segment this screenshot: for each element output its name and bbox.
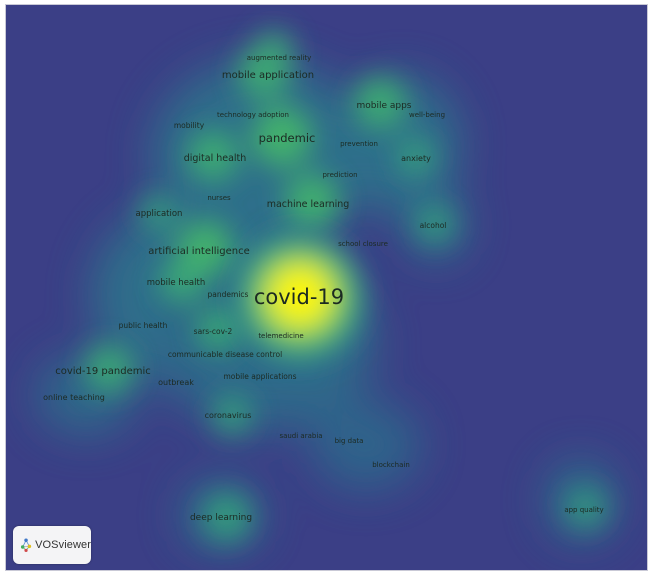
spot-application	[140, 195, 176, 231]
term-outbreak[interactable]: outbreak	[158, 378, 194, 387]
term-anxiety[interactable]: anxiety	[401, 154, 431, 163]
spot-sars-cov-2	[196, 308, 240, 352]
term-labels: augmented reality mobile application mob…	[43, 54, 604, 523]
term-application[interactable]: application	[136, 209, 183, 219]
density-spots-layer	[85, 30, 606, 541]
vosviewer-logo-text: VOSviewer	[35, 539, 91, 551]
term-digital-health[interactable]: digital health	[184, 153, 247, 164]
spot-machine-learning	[285, 174, 339, 228]
term-communicable-disease-control[interactable]: communicable disease control	[168, 350, 282, 359]
term-machine-learning[interactable]: machine learning	[267, 199, 350, 210]
term-deep-learning[interactable]: deep learning	[190, 513, 252, 523]
density-visualization-frame: augmented reality mobile application mob…	[5, 4, 648, 571]
spot-coronavirus	[212, 395, 252, 435]
spot-anxiety	[398, 139, 434, 175]
term-pandemic[interactable]: pandemic	[259, 131, 316, 145]
term-nurses[interactable]: nurses	[207, 194, 231, 202]
vosviewer-logo[interactable]: VOSviewer	[13, 526, 91, 564]
term-big-data[interactable]: big data	[335, 437, 364, 445]
spot-digital-health	[188, 131, 238, 181]
term-technology-adoption[interactable]: technology adoption	[217, 111, 289, 119]
term-mobile-apps[interactable]: mobile apps	[356, 101, 411, 111]
term-sars-cov-2[interactable]: sars-cov-2	[194, 327, 233, 336]
term-augmented-reality[interactable]: augmented reality	[247, 54, 312, 62]
glow-region-bottom-cluster	[311, 400, 421, 490]
term-artificial-intelligence[interactable]: artificial intelligence	[148, 246, 250, 257]
term-mobility[interactable]: mobility	[174, 121, 205, 130]
spot-alcohol	[417, 206, 453, 242]
spot-app-quality	[566, 488, 606, 528]
density-map[interactable]: augmented reality mobile application mob…	[6, 5, 647, 570]
spot-pandemic	[252, 107, 312, 167]
vosviewer-logo-icon	[20, 538, 32, 552]
term-well-being[interactable]: well-being	[409, 111, 445, 119]
spot-mobile-application	[238, 47, 290, 99]
term-mobile-applications[interactable]: mobile applications	[223, 372, 296, 381]
covid-hotspot	[230, 227, 370, 367]
term-telemedicine[interactable]: telemedicine	[258, 332, 303, 340]
hotspot-core	[270, 265, 330, 325]
term-saudi-arabia[interactable]: saudi arabia	[279, 432, 322, 440]
term-online-teaching[interactable]: online teaching	[43, 393, 105, 402]
term-prediction[interactable]: prediction	[322, 171, 357, 179]
term-school-closure[interactable]: school closure	[338, 240, 388, 248]
term-covid-19[interactable]: covid-19	[254, 285, 344, 309]
spot-covid-19-pandemic	[85, 345, 133, 393]
term-prevention[interactable]: prevention	[340, 140, 378, 148]
spot-mobile-apps	[354, 77, 406, 129]
spot-deep-learning	[203, 493, 251, 541]
term-covid-19-pandemic[interactable]: covid-19 pandemic	[55, 366, 151, 377]
term-coronavirus[interactable]: coronavirus	[205, 411, 252, 420]
term-pandemics[interactable]: pandemics	[208, 290, 249, 299]
term-public-health[interactable]: public health	[119, 321, 168, 330]
term-mobile-application[interactable]: mobile application	[222, 70, 314, 81]
term-alcohol[interactable]: alcohol	[420, 221, 447, 230]
spot-mobile-health	[160, 259, 204, 303]
term-app-quality[interactable]: app quality	[564, 506, 603, 514]
term-mobile-health[interactable]: mobile health	[147, 278, 205, 288]
term-blockchain[interactable]: blockchain	[372, 461, 410, 469]
